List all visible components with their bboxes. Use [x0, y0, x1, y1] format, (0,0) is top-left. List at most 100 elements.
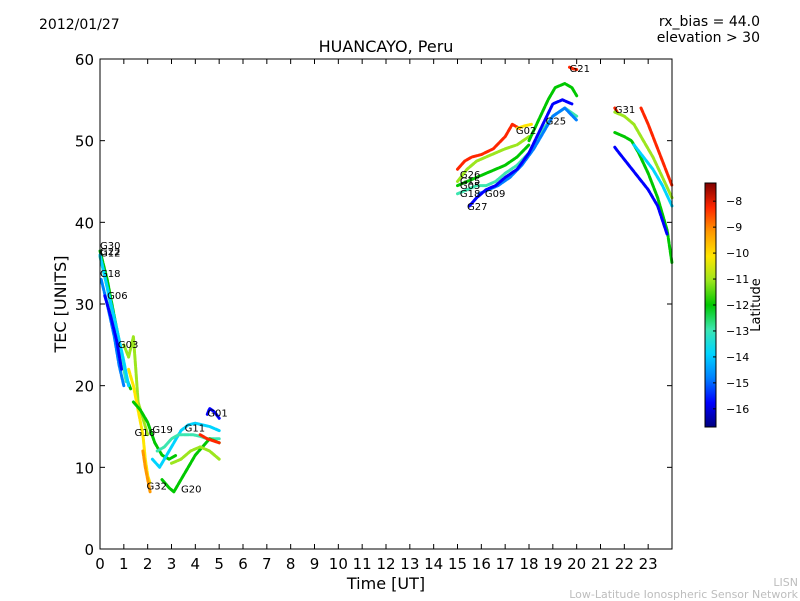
x-axis: 0 1 2 3 4 5 6 7 8 9 10 11 12 13 14 15 16 17 18 19 20 21 22 23: [95, 59, 658, 573]
series-g25: [527, 82, 579, 143]
series-g19: [131, 400, 178, 461]
series-label-g21: G21: [570, 64, 590, 75]
series-label-g05: G05: [460, 181, 480, 192]
series-label-g03: G03: [118, 340, 138, 351]
series-label-g32: G32: [146, 481, 166, 492]
series-g11: [150, 421, 221, 469]
date-label: 2012/01/27: [39, 17, 120, 33]
series-g32: [141, 449, 152, 494]
x-tick-label: 7: [262, 555, 272, 573]
y-tick-label: 30: [75, 296, 94, 314]
x-tick-label: 16: [472, 555, 491, 573]
series-g06: [103, 294, 123, 371]
series-g03: [122, 335, 150, 437]
colorbar-tick-label: −13: [726, 325, 749, 338]
colorbar-tick-label: −12: [726, 299, 749, 312]
colorbar-tick-label: −15: [726, 377, 749, 390]
series-g21: [568, 65, 579, 72]
series-g12: [98, 253, 131, 388]
series-g05: [456, 143, 531, 188]
x-tick-label: 15: [448, 555, 467, 573]
x-tick-label: 19: [543, 555, 562, 573]
x-tick-label: 9: [310, 555, 320, 573]
x-tick-label: 23: [639, 555, 658, 573]
x-tick-label: 5: [214, 555, 224, 573]
colorbar-label: Latitude: [749, 278, 764, 332]
series-label-g18: G18: [100, 269, 120, 280]
colorbar-ticks: −8 −9 −10 −11 −12 −13 −14 −15 −16: [713, 195, 749, 416]
y-axis: 0 10 20 30 40 50 60: [75, 51, 672, 559]
x-tick-label: 17: [496, 555, 515, 573]
x-tick-label: 10: [329, 555, 348, 573]
x-tick-label: 13: [400, 555, 419, 573]
x-tick-label: 3: [167, 555, 177, 573]
x-tick-label: 0: [95, 555, 105, 573]
series-label-g19: G19: [152, 425, 172, 436]
colorbar-tick-label: −16: [726, 403, 749, 416]
series-g27: [467, 98, 574, 208]
series-g01: [205, 407, 221, 420]
series-label-g31: G31: [615, 105, 635, 116]
series-label-g22: G22: [100, 247, 120, 258]
series-g29: [613, 110, 674, 200]
x-tick-label: 4: [191, 555, 201, 573]
elevation-label: elevation > 30: [656, 30, 760, 46]
series-g23: [613, 131, 674, 265]
x-tick-label: 20: [567, 555, 586, 573]
series-g26: [456, 122, 521, 171]
series-g07: [613, 145, 669, 237]
colorbar-tick-label: −11: [726, 273, 749, 286]
series-label-g16: G16: [135, 428, 155, 439]
credit-network: Low-Latitude Ionospheric Sensor Network: [569, 588, 798, 601]
series-layer: [98, 65, 674, 494]
y-tick-label: 0: [84, 541, 94, 559]
series-g24: [198, 433, 221, 445]
series-label-g18b: G18: [460, 189, 480, 200]
x-tick-label: 21: [591, 555, 610, 573]
series-g15: [456, 135, 531, 183]
series-g16: [127, 367, 152, 486]
series-label-g27: G27: [467, 202, 487, 213]
series-label-g26: G26: [460, 170, 480, 181]
rx-bias-label: rx_bias = 44.0: [658, 14, 760, 30]
x-axis-label: Time [UT]: [346, 574, 425, 593]
x-tick-label: 14: [424, 555, 443, 573]
series-label-g30: G30: [100, 241, 120, 252]
series-label-g15: G15: [460, 177, 480, 188]
x-tick-label: 8: [286, 555, 296, 573]
series-label-g02: G02: [516, 126, 536, 137]
series-label-g25: G25: [546, 116, 566, 127]
x-tick-label: 6: [238, 555, 248, 573]
x-tick-label: 2: [143, 555, 153, 573]
x-tick-label: 11: [353, 555, 372, 573]
x-tick-label: 12: [376, 555, 395, 573]
series-g13: [632, 143, 674, 208]
colorbar-tick-label: −9: [726, 221, 742, 234]
colorbar-tick-label: −14: [726, 351, 749, 364]
plot-area: [99, 58, 673, 550]
y-tick-label: 50: [75, 133, 94, 151]
series-label-g12: G12: [100, 249, 120, 260]
series-label-g11: G11: [185, 423, 205, 434]
series-label-g09: G09: [485, 189, 505, 200]
series-g20: [160, 437, 221, 494]
chart-title: HUANCAYO, Peru: [318, 37, 454, 56]
series-labels: G30G22G12G18G06G03G16G19G32G11G20G01G26G…: [100, 64, 635, 496]
y-tick-label: 10: [75, 459, 94, 477]
x-tick-label: 18: [519, 555, 538, 573]
y-axis-label: TEC [UNITS]: [51, 256, 70, 354]
y-tick-label: 20: [75, 378, 94, 396]
series-g02: [515, 122, 533, 130]
series-g17: [639, 106, 674, 188]
series-label-g20: G20: [181, 485, 201, 496]
colorbar-tick-label: −8: [726, 195, 742, 208]
y-tick-label: 40: [75, 214, 94, 232]
series-label-g01: G01: [207, 409, 227, 420]
y-tick-label: 60: [75, 51, 94, 69]
series-g14: [155, 433, 221, 453]
credit-lisn: LISN: [773, 576, 798, 589]
series-g10: [170, 445, 221, 465]
x-tick-label: 22: [615, 555, 634, 573]
series-label-g06: G06: [107, 291, 127, 302]
